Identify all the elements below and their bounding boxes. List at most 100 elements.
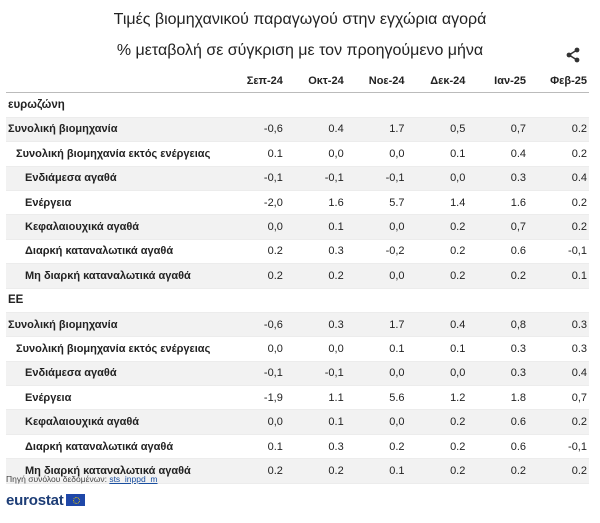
- value-cell: 0.3: [284, 312, 346, 338]
- value-cell: -0,6: [224, 117, 285, 143]
- row-label: Συνολική βιομηχανία: [6, 312, 225, 338]
- value-cell: 0.2: [284, 263, 346, 289]
- value-cell: -0,2: [345, 239, 407, 265]
- value-cell: 0,0: [345, 409, 407, 435]
- value-cell: 0.1: [345, 336, 407, 362]
- value-cell: 0.2: [528, 458, 589, 484]
- row-label: Ενδιάμεσα αγαθά: [6, 361, 225, 387]
- row-label: Ενέργεια: [6, 190, 225, 216]
- share-icon[interactable]: [565, 47, 581, 63]
- value-cell: -1,9: [224, 385, 285, 411]
- row-label: Διαρκή καταναλωτικά αγαθά: [6, 239, 225, 265]
- source-note: Πηγή συνόλου δεδομένων: sts_inppd_m: [6, 474, 158, 484]
- value-cell: 0.3: [284, 434, 346, 460]
- value-cell: 5.6: [345, 385, 407, 411]
- value-cell: 0.6: [467, 239, 529, 265]
- value-cell: 0,0: [345, 361, 407, 387]
- group-header-row: ΕΕ: [6, 288, 589, 313]
- value-cell: 0.4: [528, 166, 589, 191]
- row-label: Συνολική βιομηχανία εκτός ενέργειας: [6, 141, 225, 167]
- value-cell: 0.2: [528, 214, 589, 240]
- value-cell: 1.7: [345, 117, 407, 143]
- value-cell: 0.1: [284, 409, 346, 435]
- value-cell: 0.3: [467, 336, 529, 362]
- group-name: ευρωζώνη: [6, 92, 589, 118]
- value-cell: 0.2: [467, 458, 529, 484]
- value-cell: 0.1: [224, 141, 285, 167]
- eurostat-logo[interactable]: eurostat: [6, 491, 85, 509]
- value-cell: 0,7: [467, 214, 529, 240]
- row-label: Ενδιάμεσα αγαθά: [6, 166, 225, 191]
- table-body: ευρωζώνη Συνολική βιομηχανία -0,6 0.4 1.7 0,5…: [6, 92, 589, 484]
- value-cell: 0.2: [406, 239, 468, 265]
- table-row: Συνολική βιομηχανία -0,6 0.4 1.7 0,5 0,7 0.2: [6, 117, 589, 143]
- table-row: Ενδιάμεσα αγαθά -0,1 -0,1 0,0 0,0 0.3 0.4: [6, 361, 589, 387]
- value-cell: 0.3: [284, 239, 346, 265]
- value-cell: 0,0: [345, 263, 407, 289]
- value-cell: 0.1: [224, 434, 285, 460]
- value-cell: 1.6: [284, 190, 346, 216]
- value-cell: 0.1: [345, 458, 407, 484]
- table-row: Μη διαρκή καταναλωτικά αγαθά 0.2 0.2 0.1 0.2…: [6, 458, 589, 484]
- value-cell: 1.8: [467, 385, 529, 411]
- value-cell: 0.4: [467, 141, 529, 167]
- value-cell: 1.6: [467, 190, 529, 216]
- row-label: Ενέργεια: [6, 385, 225, 411]
- table-row: Συνολική βιομηχανία εκτός ενέργειας 0.1 0,…: [6, 141, 589, 167]
- value-cell: 0,0: [224, 336, 285, 362]
- value-cell: 0.2: [224, 458, 285, 484]
- value-cell: 0.1: [406, 336, 468, 362]
- value-cell: 0.4: [284, 117, 346, 143]
- row-label: Κεφαλαιουχικά αγαθά: [6, 409, 225, 435]
- table-row: Ενέργεια -2,0 1.6 5.7 1.4 1.6 0.2: [6, 190, 589, 216]
- table-row: Ενέργεια -1,9 1.1 5.6 1.2 1.8 0,7: [6, 385, 589, 411]
- col-header-4: Ιαν-25: [467, 69, 529, 94]
- col-header-2: Νοε-24: [345, 69, 407, 94]
- value-cell: 0.6: [467, 434, 529, 460]
- header-row: Σεπ-24 Οκτ-24 Νοε-24 Δεκ-24 Ιαν-25 Φεβ-2…: [6, 69, 589, 94]
- value-cell: 0.2: [406, 434, 468, 460]
- value-cell: 0.1: [528, 263, 589, 289]
- value-cell: 0.2: [406, 458, 468, 484]
- table-row: Μη διαρκή καταναλωτικά αγαθά 0.2 0.2 0,0 0.2…: [6, 263, 589, 289]
- value-cell: 1.7: [345, 312, 407, 338]
- value-cell: -0,6: [224, 312, 285, 338]
- value-cell: -0,1: [345, 166, 407, 191]
- value-cell: -0,1: [528, 239, 589, 265]
- col-header-3: Δεκ-24: [406, 69, 468, 94]
- value-cell: -0,1: [528, 434, 589, 460]
- data-table: Σεπ-24 Οκτ-24 Νοε-24 Δεκ-24 Ιαν-25 Φεβ-2…: [6, 69, 589, 484]
- value-cell: 0.2: [224, 239, 285, 265]
- value-cell: 1.4: [406, 190, 468, 216]
- value-cell: 0.4: [406, 312, 468, 338]
- title-line-1: Τιμές βιομηχανικού παραγωγού στην εγχώρι…: [113, 11, 487, 28]
- value-cell: 0.2: [224, 263, 285, 289]
- value-cell: 0.2: [528, 190, 589, 216]
- value-cell: 0.2: [284, 458, 346, 484]
- value-cell: -0,1: [224, 361, 285, 387]
- value-cell: -2,0: [224, 190, 285, 216]
- value-cell: 0,0: [345, 141, 407, 167]
- table-row: Συνολική βιομηχανία εκτός ενέργειας 0,0 0,…: [6, 336, 589, 362]
- source-prefix: Πηγή συνόλου δεδομένων:: [6, 474, 107, 484]
- col-header-1: Οκτ-24: [284, 69, 346, 94]
- value-cell: -0,1: [284, 166, 346, 191]
- source-link[interactable]: sts_inppd_m: [109, 474, 158, 484]
- row-label: Μη διαρκή καταναλωτικά αγαθά: [6, 263, 225, 289]
- value-cell: 5.7: [345, 190, 407, 216]
- value-cell: 0,0: [406, 361, 468, 387]
- value-cell: 0.3: [467, 166, 529, 191]
- value-cell: 0,7: [528, 385, 589, 411]
- value-cell: 0,0: [284, 141, 346, 167]
- value-cell: -0,1: [224, 166, 285, 191]
- title-line-2: % μεταβολή σε σύγκριση με τον προηγούμεν…: [116, 42, 484, 59]
- table-row: Διαρκή καταναλωτικά αγαθά 0.2 0.3 -0,2 0.2 0.…: [6, 239, 589, 265]
- table-row: Κεφαλαιουχικά αγαθά 0,0 0.1 0,0 0.2 0.6 0.2: [6, 409, 589, 435]
- eu-flag-icon: [65, 494, 85, 506]
- row-label: Συνολική βιομηχανία: [6, 117, 225, 143]
- value-cell: 0.2: [406, 214, 468, 240]
- value-cell: 0,0: [406, 166, 468, 191]
- row-label: Μη διαρκή καταναλωτικά αγαθά: [6, 458, 225, 484]
- value-cell: 0,8: [467, 312, 529, 338]
